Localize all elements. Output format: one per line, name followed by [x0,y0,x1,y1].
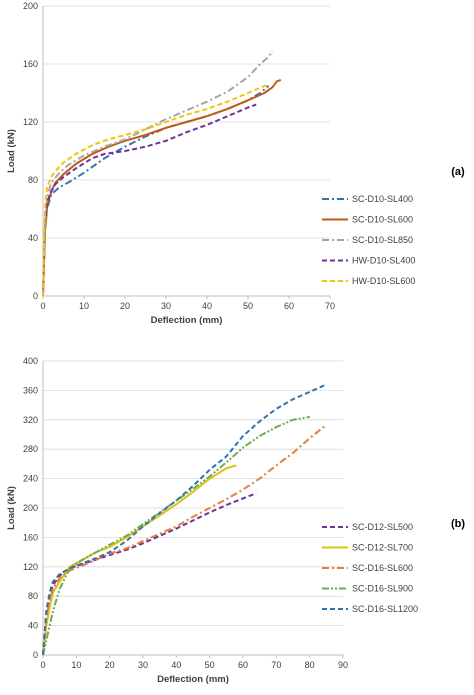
legend-label: SC-D10-SL850 [352,235,413,245]
series-line-sc-d10-sl850 [42,50,274,297]
x-tick-label: 40 [171,660,181,670]
y-tick-label: 40 [28,233,38,243]
x-axis-title: Deflection (mm) [151,315,223,326]
y-tick-label: 360 [23,385,38,395]
y-axis-title: Load (kN) [6,129,17,173]
series-line-hw-d10-sl400 [42,103,257,297]
x-tick-label: 60 [284,301,294,311]
x-tick-label: 50 [205,660,215,670]
x-tick-label: 30 [161,301,171,311]
x-tick-label: 0 [40,301,45,311]
y-tick-label: 400 [23,356,38,366]
series-line-sc-d16-sl1200 [42,383,327,656]
x-axis-title: Deflection (mm) [157,674,229,685]
x-tick-label: 10 [79,301,89,311]
x-tick-label: 50 [243,301,253,311]
y-tick-label: 0 [33,291,38,301]
x-tick-label: 80 [305,660,315,670]
y-tick-label: 120 [23,562,38,572]
series-line-sc-d12-sl700 [42,464,237,656]
legend-label: SC-D10-SL600 [352,215,413,225]
x-tick-label: 0 [40,660,45,670]
y-tick-label: 200 [23,1,38,11]
y-tick-label: 40 [28,621,38,631]
y-tick-label: 80 [28,175,38,185]
y-tick-label: 160 [23,59,38,69]
y-tick-label: 200 [23,503,38,513]
legend-label: SC-D16-SL900 [352,584,413,594]
legend-label: HW-D10-SL600 [352,276,415,286]
panel-label: (b) [451,518,465,530]
y-tick-label: 320 [23,415,38,425]
y-tick-label: 280 [23,444,38,454]
legend-label: SC-D12-SL500 [352,522,413,532]
y-tick-label: 120 [23,117,38,127]
y-tick-label: 0 [33,650,38,660]
chart-panel-b: 0 40 80 120 160 200 240 280 320 360 400 0 10 20 30 40 50… [6,356,465,685]
legend-label: SC-D16-SL600 [352,563,413,573]
series-line-sc-d10-sl400 [42,85,270,297]
series-line-sc-d16-sl600 [42,424,327,656]
y-axis-title: Load (kN) [6,486,17,530]
legend-label: SC-D12-SL700 [352,543,413,553]
x-tick-label: 60 [238,660,248,670]
y-tick-label: 80 [28,591,38,601]
legend-label: SC-D16-SL1200 [352,604,418,614]
legend-label: SC-D10-SL400 [352,194,413,204]
legend-label: HW-D10-SL400 [352,256,415,266]
x-tick-label: 10 [71,660,81,670]
series-line-sc-d16-sl900 [42,415,310,656]
x-tick-label: 70 [325,301,335,311]
x-tick-label: 20 [120,301,130,311]
series-line-sc-d10-sl600 [42,78,282,297]
y-tick-label: 160 [23,532,38,542]
y-tick-label: 240 [23,474,38,484]
x-tick-label: 30 [138,660,148,670]
x-tick-label: 90 [338,660,348,670]
series-line-sc-d12-sl500 [42,492,257,656]
panel-label: (a) [451,166,465,178]
chart-panel-a: 0 40 80 120 160 200 0 10 20 30 40 50 60 70 Deflection … [6,1,465,326]
x-tick-label: 70 [271,660,281,670]
x-tick-label: 40 [202,301,212,311]
series-line-hw-d10-sl600 [42,83,269,297]
x-tick-label: 20 [105,660,115,670]
